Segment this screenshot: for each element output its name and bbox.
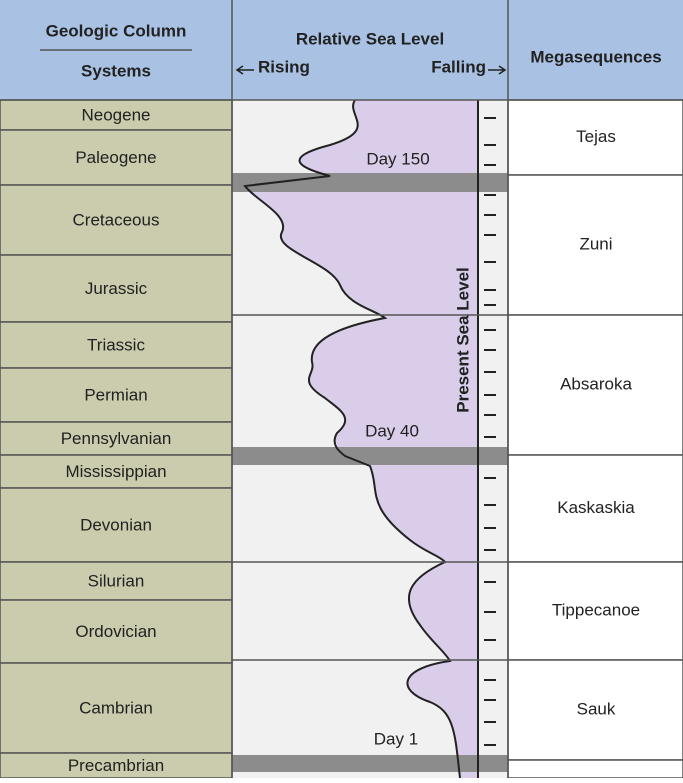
system-cell: [0, 561, 233, 601]
system-name: Mississippian: [65, 462, 166, 481]
header-text: Megasequences: [530, 47, 661, 66]
megasequence-cell: [507, 174, 683, 316]
curve-label: Day 1: [374, 729, 418, 748]
system-name: Devonian: [80, 515, 152, 534]
curve-label: Day 150: [366, 149, 429, 168]
system-cell: [0, 367, 233, 423]
system-cell: [0, 454, 233, 489]
sea-fill: [245, 100, 478, 778]
header-text: Falling: [431, 57, 486, 76]
arrows: [235, 65, 507, 75]
system-cell: [0, 254, 233, 323]
system-name: Ordovician: [75, 622, 156, 641]
header-text: Geologic Column: [46, 21, 187, 40]
unconformity: [232, 173, 508, 192]
system-cell: [0, 321, 233, 369]
curve-label: Day 40: [365, 421, 419, 440]
system-name: Permian: [84, 385, 147, 404]
system-cell: [0, 662, 233, 754]
system-name: Jurassic: [85, 279, 148, 298]
megasequence-name: Tejas: [576, 127, 616, 146]
unconformity: [232, 447, 508, 465]
sea-curve: [243, 99, 461, 779]
system-cell: [0, 752, 233, 779]
megasequence-name: Kaskaskia: [557, 498, 635, 517]
unconformity: [232, 755, 508, 772]
system-cell: [0, 184, 233, 256]
header-text: Systems: [81, 61, 151, 80]
curve-label: Present Sea Level: [453, 267, 472, 413]
megasequence-name: Absaroka: [560, 374, 632, 393]
header-text: Rising: [258, 57, 310, 76]
megasequence-name: Tippecanoe: [552, 600, 640, 619]
system-cell: [0, 599, 233, 664]
system-name: Cambrian: [79, 698, 153, 717]
megasequence-cell: [507, 314, 683, 456]
system-name: Neogene: [81, 105, 150, 124]
system-cell: [0, 99, 233, 131]
system-name: Pennsylvanian: [61, 429, 172, 448]
system-name: Precambrian: [68, 756, 164, 775]
megasequence-cell: [507, 759, 683, 779]
header-text: Relative Sea Level: [296, 29, 444, 48]
megasequence-name: Zuni: [579, 234, 612, 253]
system-name: Triassic: [87, 335, 145, 354]
megasequence-name: Sauk: [577, 699, 616, 718]
megasequence-cell: [507, 561, 683, 661]
system-name: Paleogene: [75, 148, 156, 167]
system-name: Silurian: [88, 571, 145, 590]
system-name: Cretaceous: [73, 210, 160, 229]
